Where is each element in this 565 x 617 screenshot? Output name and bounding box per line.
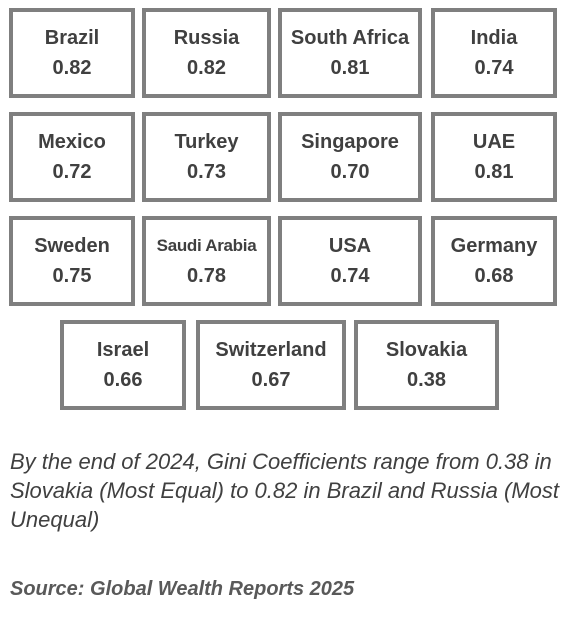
country-card-mexico: Mexico 0.72: [9, 112, 135, 202]
country-card-sweden: Sweden 0.75: [9, 216, 135, 306]
country-name: Switzerland: [215, 339, 327, 361]
country-name: India: [470, 27, 518, 49]
country-name: Russia: [173, 27, 240, 49]
gini-value: 0.68: [474, 265, 514, 287]
country-card-germany: Germany 0.68: [431, 216, 557, 306]
country-name: South Africa: [290, 27, 410, 49]
country-card-saudi-arabia: Saudi Arabia 0.78: [142, 216, 271, 306]
country-name: Brazil: [44, 27, 100, 49]
country-card-russia: Russia 0.82: [142, 8, 271, 98]
country-card-usa: USA 0.74: [278, 216, 422, 306]
country-name: Slovakia: [385, 339, 468, 361]
gini-value: 0.38: [407, 369, 446, 391]
country-name: UAE: [472, 131, 516, 153]
country-name: Sweden: [34, 235, 110, 257]
country-card-south-africa: South Africa 0.81: [278, 8, 422, 98]
gini-value: 0.81: [474, 161, 514, 183]
source-note: Source: Global Wealth Reports 2025: [10, 578, 355, 600]
country-card-switzerland: Switzerland 0.67: [196, 320, 346, 410]
country-card-brazil: Brazil 0.82: [9, 8, 135, 98]
gini-value: 0.75: [52, 265, 92, 287]
gini-value: 0.67: [251, 369, 291, 391]
country-name: Israel: [96, 339, 150, 361]
country-name: USA: [328, 235, 372, 257]
country-name: Saudi Arabia: [156, 236, 257, 255]
gini-value: 0.74: [474, 57, 514, 79]
gini-value: 0.74: [330, 265, 370, 287]
country-name: Singapore: [301, 131, 399, 153]
country-card-uae: UAE 0.81: [431, 112, 557, 202]
country-card-india: India 0.74: [431, 8, 557, 98]
gini-value: 0.72: [52, 161, 92, 183]
gini-value: 0.82: [52, 57, 92, 79]
country-name: Germany: [450, 235, 538, 257]
country-name: Turkey: [174, 131, 239, 153]
country-card-israel: Israel 0.66: [60, 320, 186, 410]
country-card-turkey: Turkey 0.73: [142, 112, 271, 202]
country-card-singapore: Singapore 0.70: [278, 112, 422, 202]
gini-value: 0.73: [187, 161, 226, 183]
gini-value: 0.82: [187, 57, 226, 79]
gini-value: 0.66: [103, 369, 143, 391]
gini-value: 0.81: [330, 57, 370, 79]
gini-value: 0.70: [330, 161, 370, 183]
country-name: Mexico: [38, 131, 106, 153]
gini-value: 0.78: [187, 265, 226, 287]
country-card-slovakia: Slovakia 0.38: [354, 320, 499, 410]
summary-caption: By the end of 2024, Gini Coefficients ra…: [10, 449, 560, 532]
